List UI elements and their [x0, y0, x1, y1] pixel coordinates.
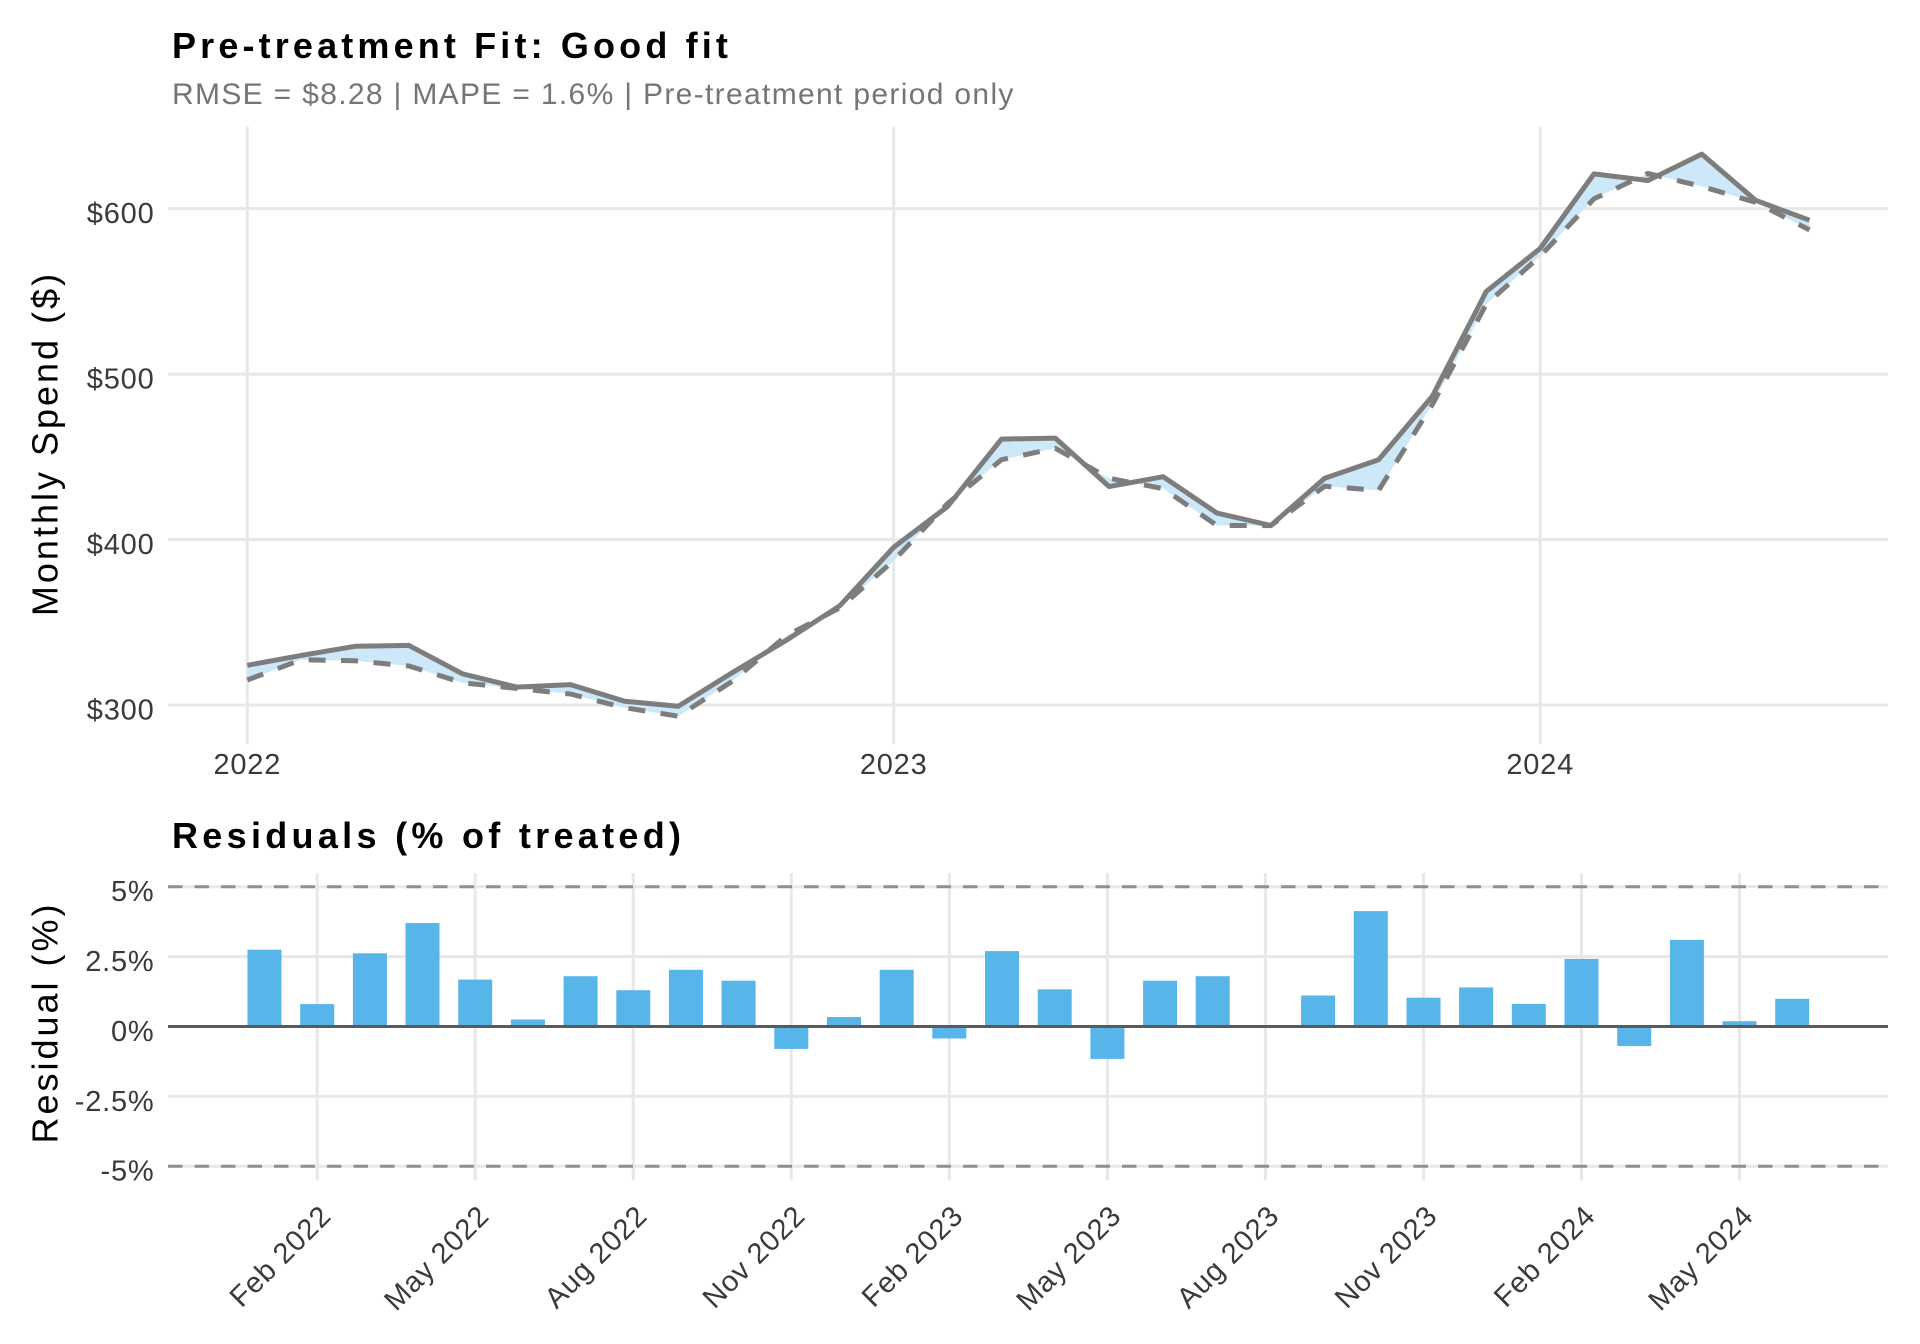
- svg-text:2024: 2024: [1506, 749, 1574, 781]
- svg-text:Feb 2023: Feb 2023: [856, 1200, 970, 1314]
- svg-text:0%: 0%: [111, 1016, 155, 1048]
- svg-text:Residuals (% of treated): Residuals (% of treated): [172, 815, 685, 856]
- svg-text:Feb 2022: Feb 2022: [224, 1200, 338, 1314]
- svg-text:Nov 2023: Nov 2023: [1329, 1200, 1444, 1315]
- svg-text:$400: $400: [87, 529, 155, 561]
- svg-text:RMSE = $8.28 | MAPE = 1.6% | P: RMSE = $8.28 | MAPE = 1.6% | Pre-treatme…: [172, 78, 1015, 111]
- svg-text:2.5%: 2.5%: [85, 946, 154, 978]
- svg-text:$300: $300: [87, 694, 155, 726]
- svg-text:Aug 2023: Aug 2023: [1171, 1200, 1286, 1315]
- svg-text:2023: 2023: [860, 749, 928, 781]
- svg-text:Nov 2022: Nov 2022: [697, 1200, 812, 1315]
- svg-text:Pre-treatment Fit: Good fit: Pre-treatment Fit: Good fit: [172, 25, 732, 66]
- svg-text:$500: $500: [87, 364, 155, 396]
- svg-text:Residual (%): Residual (%): [25, 901, 66, 1143]
- svg-text:May 2022: May 2022: [378, 1200, 495, 1317]
- svg-text:5%: 5%: [111, 876, 155, 908]
- svg-text:Aug 2022: Aug 2022: [539, 1200, 654, 1315]
- svg-text:May 2023: May 2023: [1011, 1200, 1128, 1317]
- svg-text:$600: $600: [87, 198, 155, 230]
- svg-text:-5%: -5%: [101, 1156, 155, 1188]
- svg-text:Feb 2024: Feb 2024: [1488, 1200, 1602, 1314]
- svg-text:2022: 2022: [213, 749, 281, 781]
- svg-text:May 2024: May 2024: [1643, 1200, 1760, 1317]
- svg-text:-2.5%: -2.5%: [75, 1086, 155, 1118]
- svg-text:Monthly Spend ($): Monthly Spend ($): [25, 271, 66, 616]
